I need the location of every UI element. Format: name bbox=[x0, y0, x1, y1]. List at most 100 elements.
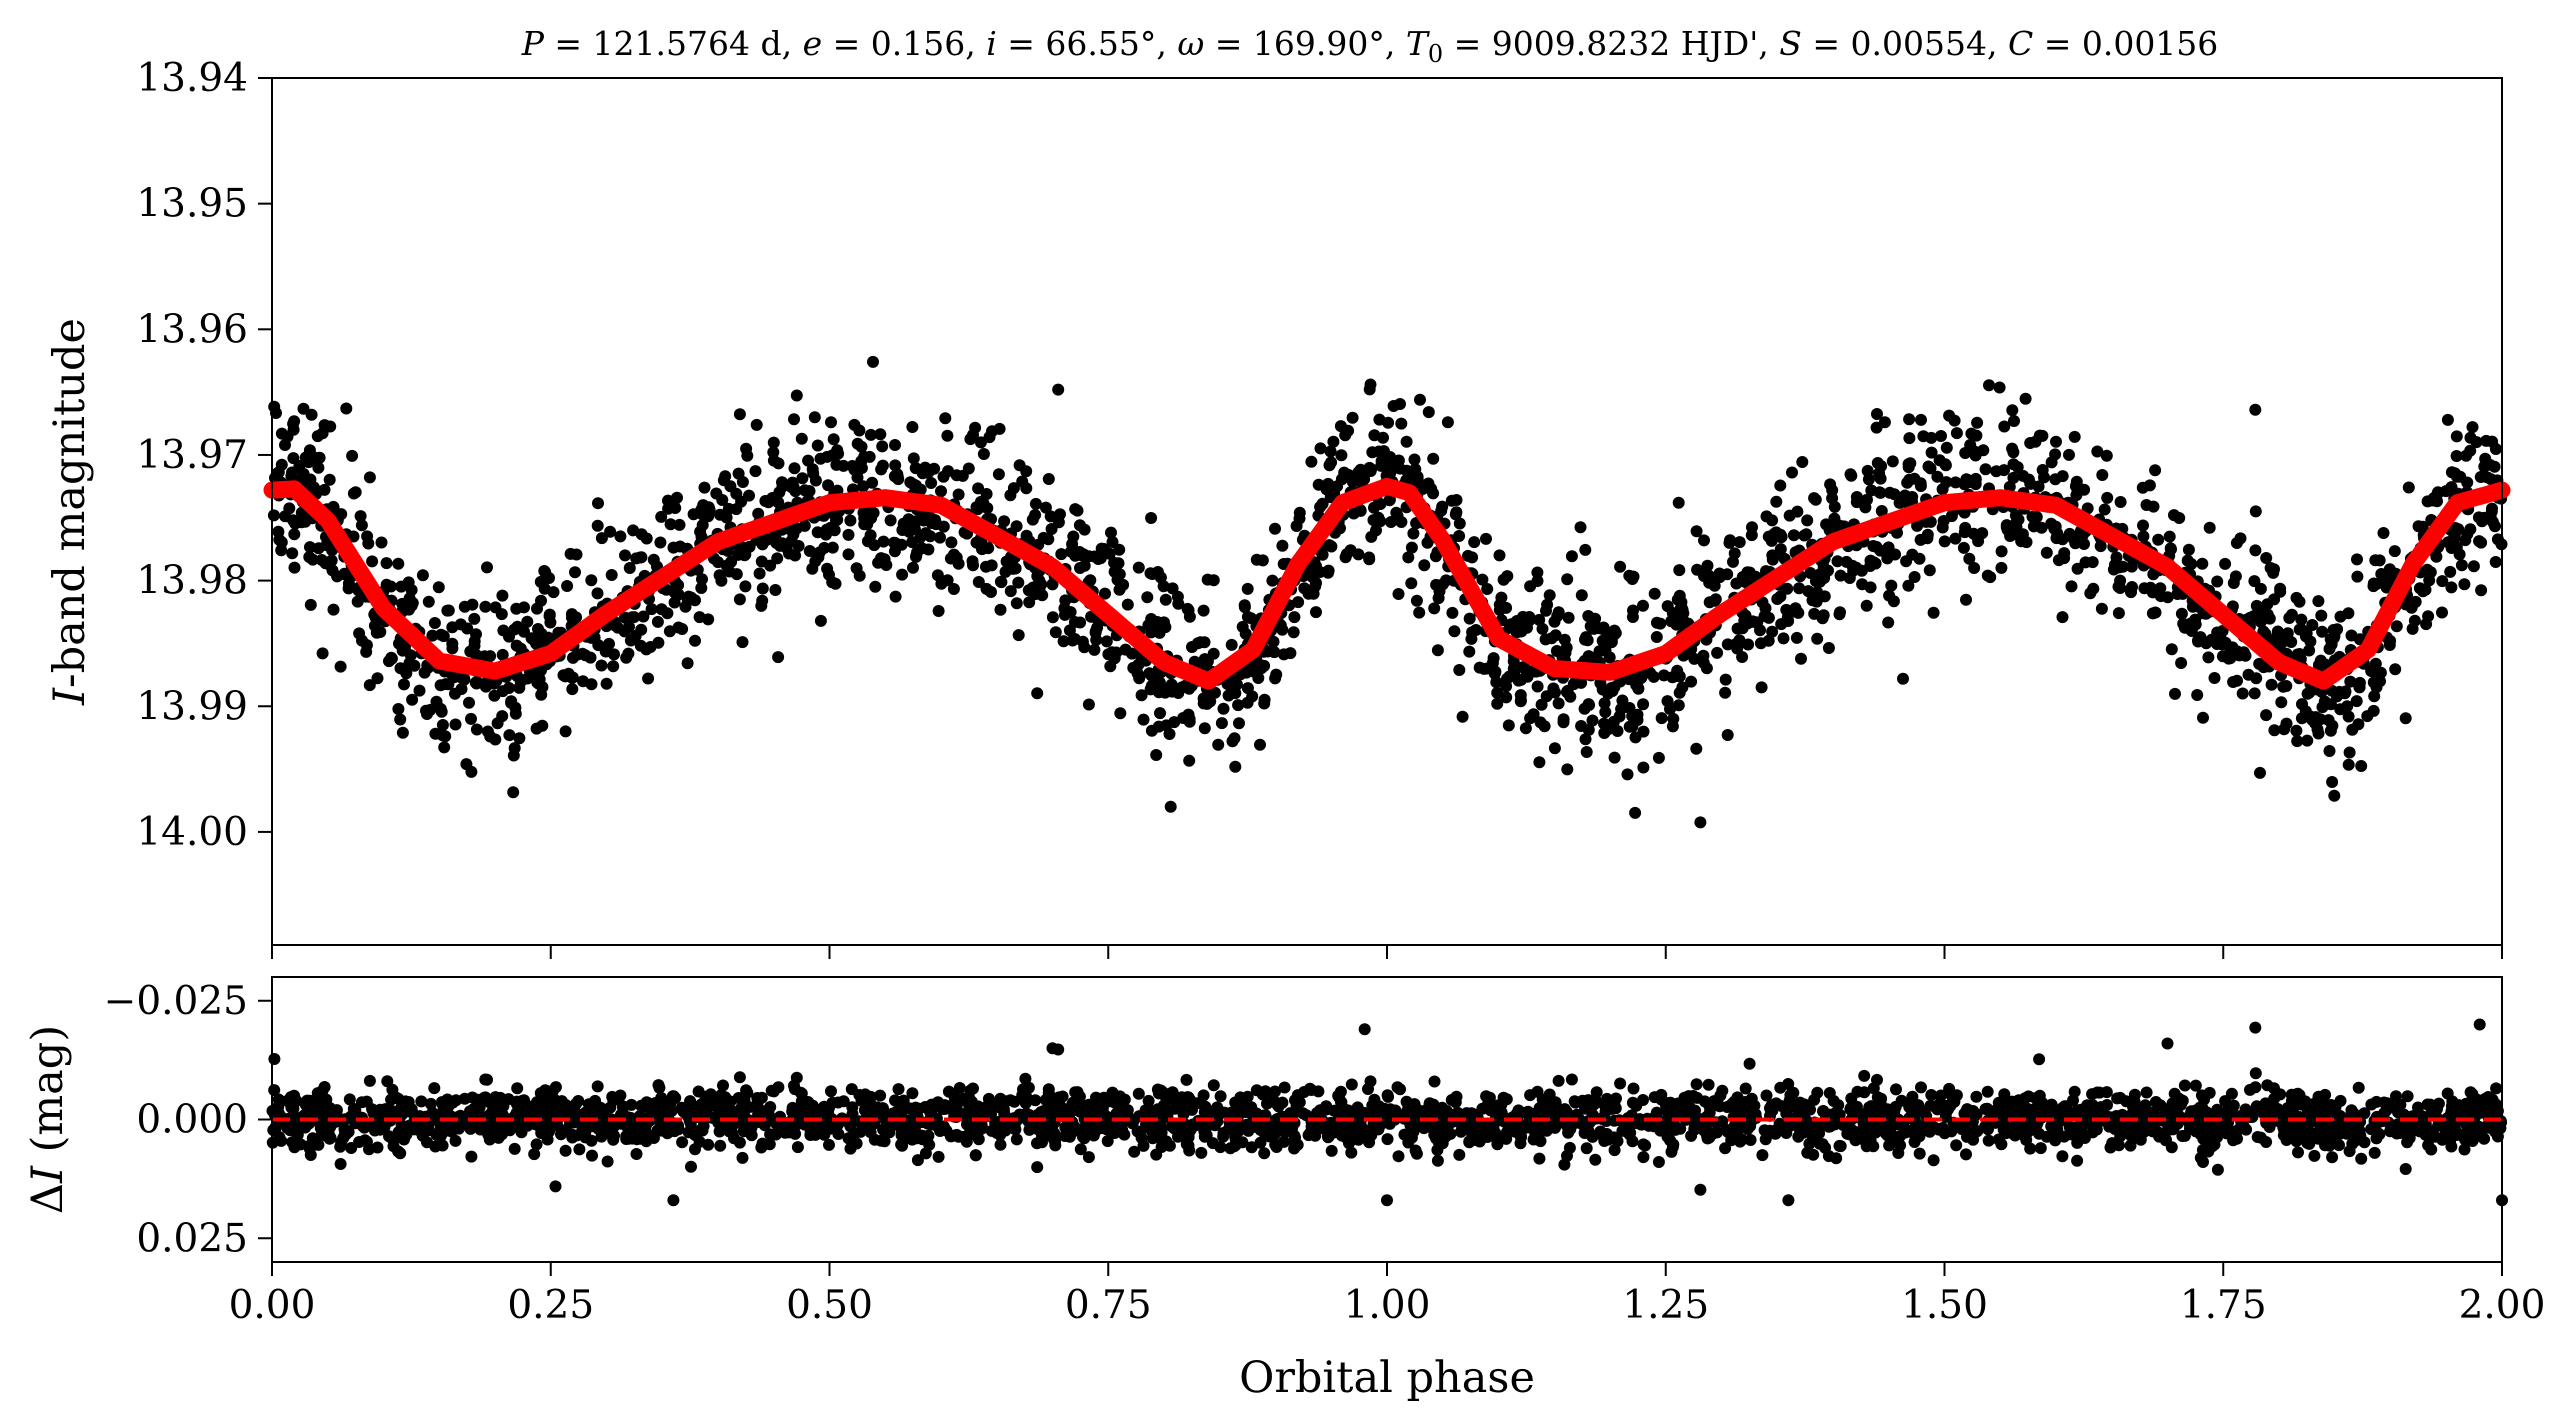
data-point bbox=[1675, 601, 1688, 614]
residual-point bbox=[2369, 1123, 2382, 1136]
data-point bbox=[1703, 576, 1716, 589]
residual-point bbox=[518, 1094, 530, 1107]
residual-point bbox=[1563, 1141, 1576, 1154]
data-point bbox=[2323, 745, 2336, 757]
data-point bbox=[436, 729, 449, 742]
residual-point bbox=[1382, 1090, 1395, 1103]
data-point bbox=[811, 439, 824, 452]
data-point bbox=[1690, 742, 1703, 755]
data-point bbox=[2211, 626, 2224, 639]
data-point bbox=[1611, 725, 1624, 737]
residual-point bbox=[1888, 1104, 1901, 1117]
data-point bbox=[1267, 635, 1280, 648]
data-point bbox=[2423, 574, 2436, 587]
data-point bbox=[320, 539, 333, 552]
residual-point bbox=[1247, 1121, 1259, 1133]
data-point bbox=[2334, 703, 2347, 716]
data-point bbox=[285, 470, 298, 482]
data-point bbox=[2345, 629, 2358, 642]
residual-point bbox=[2249, 1021, 2262, 1034]
data-point bbox=[1685, 675, 1698, 688]
data-point bbox=[1882, 616, 1895, 629]
data-point bbox=[1394, 398, 1406, 410]
residual-point bbox=[2343, 1145, 2356, 1158]
data-point bbox=[268, 400, 281, 413]
residual-point bbox=[1558, 1158, 1571, 1171]
residual-point bbox=[1381, 1133, 1394, 1146]
data-point bbox=[503, 729, 516, 742]
data-point bbox=[2136, 481, 2149, 494]
data-point bbox=[725, 555, 738, 568]
data-point bbox=[1229, 760, 1242, 773]
data-point bbox=[1198, 653, 1211, 666]
residual-point bbox=[1059, 1121, 1072, 1134]
data-point bbox=[489, 601, 502, 614]
data-point bbox=[827, 433, 840, 446]
data-point bbox=[1888, 488, 1901, 501]
data-point bbox=[672, 588, 685, 601]
data-point bbox=[422, 595, 435, 608]
data-point bbox=[2234, 532, 2247, 545]
data-point bbox=[1067, 530, 1080, 543]
data-point bbox=[2301, 687, 2314, 700]
data-point bbox=[1274, 619, 1287, 632]
data-point bbox=[1258, 659, 1271, 672]
data-point bbox=[673, 518, 686, 531]
data-point bbox=[288, 415, 301, 428]
residual-point bbox=[614, 1089, 627, 1102]
data-point bbox=[2237, 646, 2250, 659]
data-point bbox=[1801, 514, 1814, 527]
residual-point bbox=[2290, 1088, 2303, 1101]
data-point bbox=[767, 436, 780, 449]
data-point bbox=[2399, 712, 2412, 725]
data-point bbox=[909, 462, 922, 475]
data-point bbox=[421, 708, 433, 720]
data-point bbox=[634, 639, 647, 652]
residual-point bbox=[268, 1084, 281, 1097]
residual-point bbox=[1305, 1084, 1318, 1096]
data-point bbox=[1900, 555, 1913, 568]
top-data-points bbox=[267, 355, 2508, 829]
residual-point bbox=[2326, 1131, 2339, 1144]
residual-point bbox=[2326, 1151, 2339, 1164]
data-point bbox=[2009, 509, 2022, 522]
data-point bbox=[719, 470, 732, 483]
data-point bbox=[1908, 571, 1921, 583]
data-point bbox=[2056, 611, 2069, 624]
data-point bbox=[1277, 648, 1290, 661]
residual-point bbox=[2490, 1082, 2503, 1095]
data-point bbox=[302, 456, 315, 469]
data-point bbox=[2185, 558, 2198, 570]
residual-point bbox=[2311, 1131, 2324, 1144]
data-point bbox=[1579, 543, 1592, 556]
data-point bbox=[1400, 464, 1413, 477]
data-point bbox=[299, 515, 312, 528]
data-point bbox=[942, 465, 955, 478]
data-point bbox=[1354, 504, 1367, 517]
residual-point bbox=[1165, 1120, 1178, 1133]
data-point bbox=[1514, 689, 1527, 702]
residual-point bbox=[1810, 1130, 1823, 1143]
data-point bbox=[767, 446, 780, 459]
residual-point bbox=[383, 1130, 395, 1143]
data-point bbox=[787, 481, 800, 493]
residual-point bbox=[653, 1081, 666, 1094]
data-point bbox=[1366, 446, 1379, 459]
data-point bbox=[1046, 611, 1059, 624]
data-point bbox=[363, 471, 376, 484]
data-point bbox=[896, 524, 909, 536]
residual-point bbox=[2033, 1089, 2046, 1102]
data-point bbox=[1481, 583, 1494, 595]
data-point bbox=[1314, 442, 1327, 455]
data-point bbox=[2268, 593, 2281, 606]
residual-point bbox=[1890, 1083, 1902, 1096]
data-point bbox=[1106, 536, 1119, 548]
data-point bbox=[1382, 416, 1395, 429]
data-point bbox=[595, 659, 608, 672]
data-point bbox=[383, 655, 395, 668]
data-point bbox=[1860, 599, 1873, 612]
data-point bbox=[1855, 564, 1868, 577]
data-point bbox=[1719, 673, 1732, 686]
data-point bbox=[1364, 378, 1377, 391]
